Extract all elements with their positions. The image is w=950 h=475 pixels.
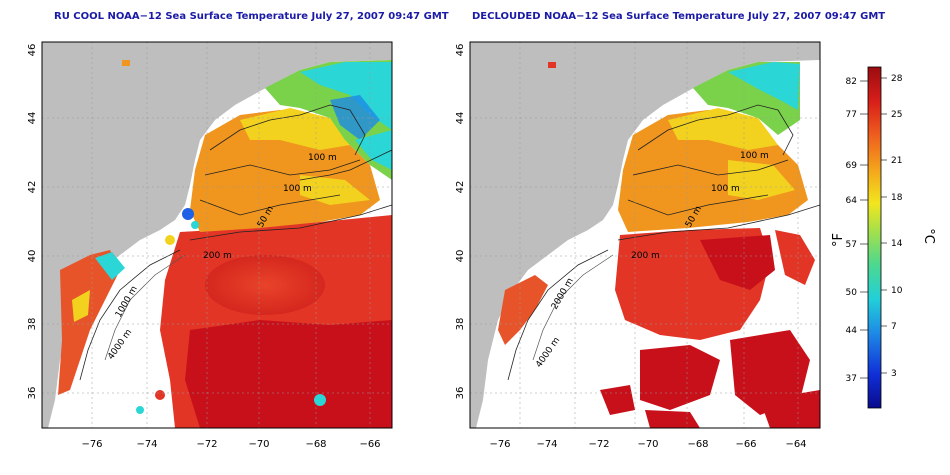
lon-tick: −64 bbox=[785, 439, 806, 450]
colorbar-c-ticks: 28 25 21 18 14 10 7 3 bbox=[891, 74, 903, 379]
colorbar-gradient bbox=[867, 66, 882, 409]
lat-tick: 44 bbox=[455, 112, 466, 125]
f-tick: 82 bbox=[846, 77, 857, 87]
contour-label: 100 m bbox=[711, 184, 740, 194]
f-tick: 44 bbox=[846, 326, 858, 336]
lat-tick: 38 bbox=[27, 318, 38, 331]
c-tick: 3 bbox=[891, 369, 897, 379]
left-map-frame bbox=[41, 41, 393, 429]
c-tick: 14 bbox=[891, 239, 903, 249]
lat-tick: 40 bbox=[455, 250, 466, 263]
colorbar: 82 77 69 64 57 50 44 37 28 25 21 18 14 1… bbox=[831, 66, 936, 409]
left-lat-axis: 46 44 42 40 38 36 bbox=[27, 44, 38, 400]
lon-tick: −70 bbox=[637, 439, 658, 450]
lat-tick: 40 bbox=[27, 250, 38, 263]
lon-tick: −66 bbox=[359, 439, 380, 450]
f-tick: 77 bbox=[846, 110, 857, 120]
f-tick: 57 bbox=[846, 240, 857, 250]
lat-tick: 36 bbox=[27, 387, 38, 400]
lon-tick: −74 bbox=[136, 439, 157, 450]
lat-tick: 42 bbox=[455, 181, 466, 194]
lon-tick: −68 bbox=[687, 439, 708, 450]
lon-tick: −66 bbox=[735, 439, 756, 450]
lon-tick: −72 bbox=[196, 439, 217, 450]
contour-label: 200 m bbox=[203, 251, 232, 261]
right-lat-axis: 46 44 42 40 38 36 bbox=[455, 44, 466, 400]
lon-tick: −76 bbox=[489, 439, 510, 450]
lat-tick: 44 bbox=[27, 112, 38, 125]
lat-tick: 36 bbox=[455, 387, 466, 400]
contour-label: 100 m bbox=[283, 184, 312, 194]
contour-label: 100 m bbox=[308, 153, 337, 163]
f-tick: 50 bbox=[846, 288, 858, 298]
lon-tick: −64 bbox=[393, 439, 414, 450]
land-mass bbox=[42, 42, 392, 428]
lon-tick: −76 bbox=[81, 439, 102, 450]
f-tick: 64 bbox=[846, 196, 858, 206]
lon-tick: −72 bbox=[588, 439, 609, 450]
right-panel-title: DECLOUDED NOAA−12 Sea Surface Temperatur… bbox=[472, 11, 886, 22]
lon-tick: −74 bbox=[536, 439, 557, 450]
lat-tick: 46 bbox=[455, 44, 466, 57]
right-map-frame bbox=[469, 41, 821, 429]
lat-tick: 38 bbox=[455, 318, 466, 331]
contour-label: 100 m bbox=[740, 151, 769, 161]
lon-tick: −68 bbox=[305, 439, 326, 450]
bathymetry-contour-100m bbox=[209, 104, 366, 156]
right-lon-axis: −76 −74 −72 −70 −68 −66 −64 bbox=[489, 439, 806, 450]
right-map: 100 m 100 m 50 m 200 m 2000 m 4000 m bbox=[470, 42, 820, 428]
f-tick: 69 bbox=[846, 161, 858, 171]
c-tick: 28 bbox=[891, 74, 903, 84]
sst-hot-region bbox=[185, 320, 392, 428]
lat-tick: 42 bbox=[27, 181, 38, 194]
left-lon-axis: −76 −74 −72 −70 −68 −66 −64 bbox=[81, 439, 414, 450]
c-tick: 21 bbox=[891, 156, 902, 166]
colorbar-f-ticks: 82 77 69 64 57 50 44 37 bbox=[846, 77, 858, 384]
c-tick: 10 bbox=[891, 286, 903, 296]
colorbar-c-label: °C bbox=[921, 228, 936, 244]
colorbar-f-label: °F bbox=[831, 233, 846, 247]
lon-tick: −70 bbox=[248, 439, 269, 450]
left-panel-title: RU COOL NOAA−12 Sea Surface Temperature … bbox=[54, 11, 449, 22]
c-tick: 18 bbox=[891, 193, 903, 203]
c-tick: 7 bbox=[891, 322, 897, 332]
f-tick: 37 bbox=[846, 374, 857, 384]
contour-label: 200 m bbox=[631, 251, 660, 261]
c-tick: 25 bbox=[891, 110, 902, 120]
left-map: 100 m 100 m 50 m 200 m 1000 m 4000 m bbox=[42, 42, 392, 428]
land-mass bbox=[470, 42, 820, 428]
lat-tick: 46 bbox=[27, 44, 38, 57]
